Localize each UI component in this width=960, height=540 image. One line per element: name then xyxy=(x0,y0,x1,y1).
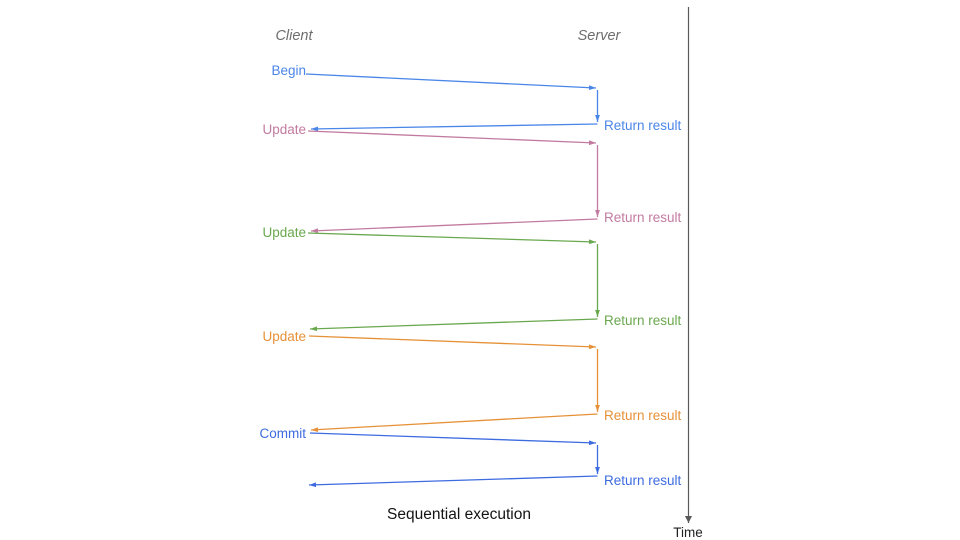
response-arrow xyxy=(310,218,598,234)
request-arrow xyxy=(307,130,597,146)
return-result-label: Return result xyxy=(604,408,682,423)
return-result-label: Return result xyxy=(604,210,682,225)
return-result-label: Return result xyxy=(604,313,682,328)
request-arrow xyxy=(305,73,597,91)
time-axis: Time xyxy=(673,7,703,540)
return-result-label: Return result xyxy=(604,118,682,133)
response-arrow xyxy=(310,413,598,433)
message-group-begin: Begin Return result xyxy=(271,63,681,133)
response-arrow xyxy=(308,475,598,488)
message-group-update-1: Update Return result xyxy=(262,122,682,234)
message-label: Update xyxy=(262,225,306,240)
request-arrow xyxy=(307,232,597,245)
message-group-update-2: Update Return result xyxy=(262,225,682,332)
diagram-caption: Sequential execution xyxy=(387,506,531,523)
response-arrow xyxy=(310,123,598,132)
message-label: Begin xyxy=(271,63,306,78)
response-arrow xyxy=(309,318,598,332)
request-arrow xyxy=(309,432,597,446)
request-arrow xyxy=(308,335,597,350)
time-axis-label: Time xyxy=(673,525,703,540)
return-result-label: Return result xyxy=(604,473,682,488)
message-label: Commit xyxy=(260,426,307,441)
message-group-update-3: Update Return result xyxy=(262,329,682,433)
message-label: Update xyxy=(262,122,306,137)
client-column-label: Client xyxy=(275,28,313,44)
message-group-commit: Commit Return result xyxy=(260,426,682,488)
server-column-label: Server xyxy=(578,28,622,44)
message-label: Update xyxy=(262,329,306,344)
